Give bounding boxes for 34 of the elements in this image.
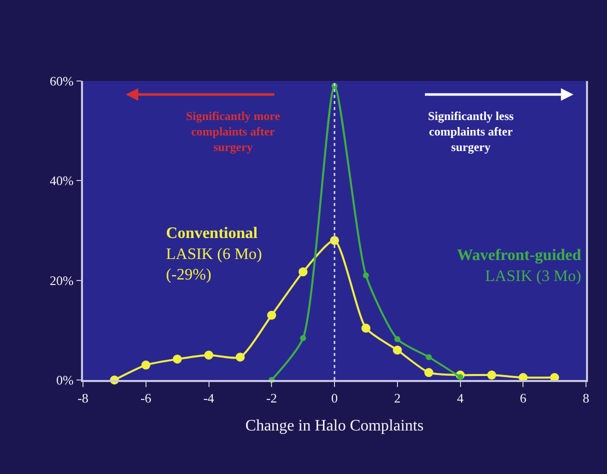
point [267, 310, 276, 320]
point [487, 370, 496, 380]
point [141, 360, 150, 370]
text: Wavefront-guided LASIK (3 Mo) [457, 247, 582, 285]
annotation: Significantly less complaints after surgery [428, 109, 514, 154]
y-tick-label: 0% [56, 372, 74, 388]
point [361, 324, 370, 333]
point [204, 350, 214, 360]
x-tick-label: 8 [582, 390, 590, 406]
point [362, 272, 369, 278]
point [392, 346, 402, 355]
y-tick-label: 40% [50, 173, 74, 188]
x-tick-label: 6 [520, 390, 527, 406]
x-tick-label: -2 [266, 390, 278, 406]
point [330, 236, 339, 245]
point [236, 352, 245, 362]
point [300, 335, 306, 342]
annotation: Significantly more complaints after surgery [186, 109, 281, 154]
x-tick-label: 2 [394, 390, 401, 406]
point [298, 267, 308, 276]
point [424, 368, 434, 378]
point [426, 354, 432, 360]
x-axis-title: Change in Halo Complaints [245, 418, 424, 435]
point [394, 336, 400, 342]
y-tick-label: 20% [50, 272, 74, 288]
series-label: Conventional LASIK (6 Mo) (-29%) [166, 225, 262, 284]
x-tick-label: -6 [140, 390, 152, 406]
x-tick-label: -4 [203, 390, 215, 406]
x-tick-label: 4 [457, 390, 464, 406]
y-tick-label: 60% [50, 74, 74, 89]
x-tick-label: 0 [331, 390, 338, 406]
x-tick-label: -8 [78, 390, 88, 406]
point [172, 354, 182, 364]
point [457, 374, 464, 380]
